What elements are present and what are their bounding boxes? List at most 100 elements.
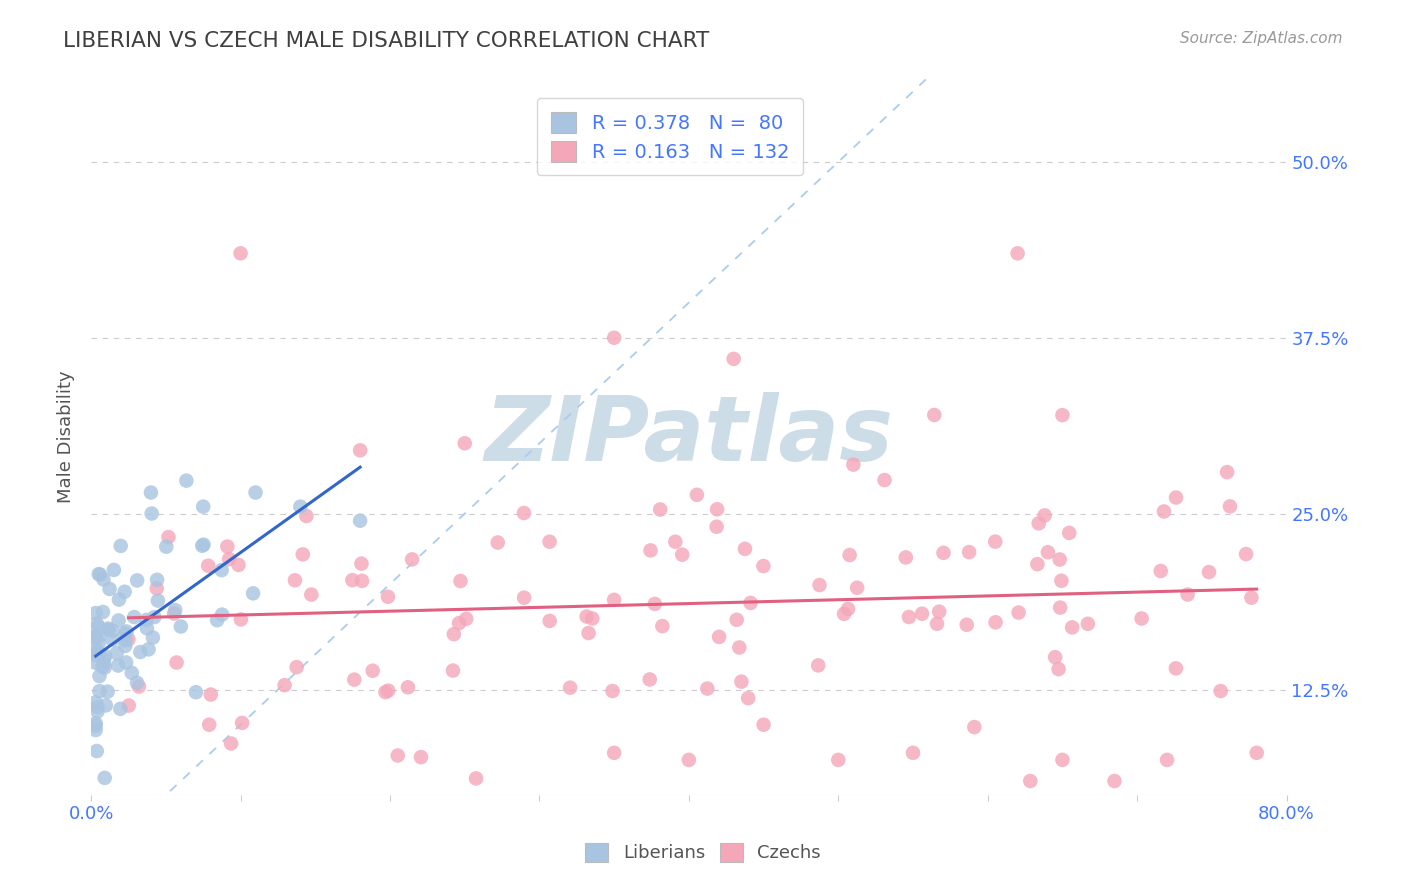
Point — [723, 351, 745, 366]
Point — [808, 578, 831, 592]
Point — [89, 684, 111, 698]
Point — [193, 538, 215, 552]
Point — [219, 736, 242, 750]
Point — [103, 563, 125, 577]
Point — [245, 485, 267, 500]
Point — [89, 629, 111, 643]
Point — [1047, 662, 1070, 676]
Point — [1177, 587, 1199, 601]
Point — [575, 609, 598, 624]
Point — [932, 546, 955, 560]
Point — [734, 541, 756, 556]
Point — [706, 519, 728, 533]
Point — [91, 659, 114, 673]
Point — [1209, 684, 1232, 698]
Point — [349, 514, 371, 528]
Point — [678, 753, 700, 767]
Point — [290, 500, 312, 514]
Point — [842, 458, 865, 472]
Point — [93, 657, 115, 671]
Point — [84, 656, 107, 670]
Text: Source: ZipAtlas.com: Source: ZipAtlas.com — [1180, 31, 1343, 46]
Point — [84, 716, 107, 731]
Point — [84, 646, 107, 660]
Point — [163, 607, 186, 621]
Point — [538, 534, 561, 549]
Point — [730, 674, 752, 689]
Point — [229, 612, 252, 626]
Point — [706, 502, 728, 516]
Point — [138, 642, 160, 657]
Point — [197, 558, 219, 573]
Point — [454, 436, 477, 450]
Point — [143, 610, 166, 624]
Point — [603, 746, 626, 760]
Y-axis label: Male Disability: Male Disability — [58, 370, 75, 502]
Point — [696, 681, 718, 696]
Point — [218, 552, 240, 566]
Point — [1026, 557, 1049, 571]
Point — [456, 612, 478, 626]
Point — [838, 548, 860, 562]
Point — [443, 627, 465, 641]
Point — [86, 616, 108, 631]
Text: LIBERIAN VS CZECH MALE DISABILITY CORRELATION CHART: LIBERIAN VS CZECH MALE DISABILITY CORREL… — [63, 31, 710, 51]
Point — [1052, 753, 1074, 767]
Point — [644, 597, 666, 611]
Point — [560, 681, 582, 695]
Point — [1153, 504, 1175, 518]
Point — [1019, 774, 1042, 789]
Point — [1057, 525, 1080, 540]
Point — [93, 660, 115, 674]
Point — [1246, 746, 1268, 760]
Point — [91, 605, 114, 619]
Point — [603, 592, 626, 607]
Point — [752, 717, 775, 731]
Point — [205, 613, 228, 627]
Point — [447, 616, 470, 631]
Point — [93, 573, 115, 587]
Point — [911, 607, 934, 621]
Point — [139, 485, 162, 500]
Point — [84, 695, 107, 709]
Point — [87, 619, 110, 633]
Point — [807, 658, 830, 673]
Point — [107, 658, 129, 673]
Point — [343, 673, 366, 687]
Point — [115, 624, 138, 639]
Point — [832, 607, 855, 621]
Point — [129, 645, 152, 659]
Point — [273, 678, 295, 692]
Point — [924, 408, 946, 422]
Point — [176, 474, 198, 488]
Point — [1130, 611, 1153, 625]
Point — [928, 605, 950, 619]
Point — [191, 539, 214, 553]
Point — [125, 675, 148, 690]
Legend: R = 0.378   N =  80, R = 0.163   N = 132: R = 0.378 N = 80, R = 0.163 N = 132 — [537, 98, 803, 176]
Point — [602, 684, 624, 698]
Point — [217, 540, 239, 554]
Point — [956, 617, 979, 632]
Point — [671, 548, 693, 562]
Point — [538, 614, 561, 628]
Point — [145, 582, 167, 596]
Point — [135, 621, 157, 635]
Point — [349, 443, 371, 458]
Point — [374, 685, 396, 699]
Legend: Liberians, Czechs: Liberians, Czechs — [578, 836, 828, 870]
Point — [925, 616, 948, 631]
Point — [1049, 600, 1071, 615]
Point — [110, 702, 132, 716]
Point — [984, 534, 1007, 549]
Point — [1062, 620, 1084, 634]
Point — [84, 719, 107, 733]
Point — [1049, 552, 1071, 566]
Point — [387, 748, 409, 763]
Point — [128, 680, 150, 694]
Point — [142, 631, 165, 645]
Point — [897, 610, 920, 624]
Point — [84, 606, 107, 620]
Point — [94, 698, 117, 713]
Point — [1028, 516, 1050, 531]
